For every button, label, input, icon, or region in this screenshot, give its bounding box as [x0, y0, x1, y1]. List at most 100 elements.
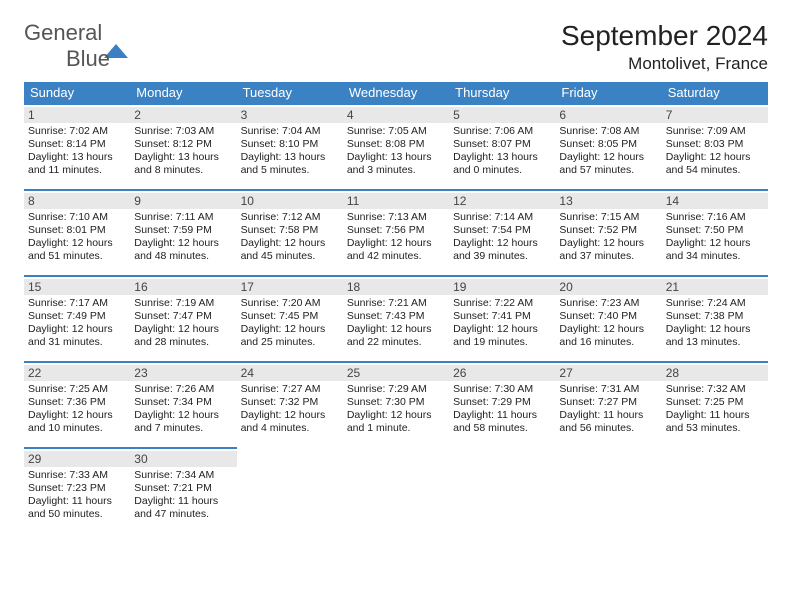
daylight-text: Daylight: 11 hours and 47 minutes. — [134, 495, 232, 521]
day-number: 4 — [343, 107, 449, 123]
sunrise-text: Sunrise: 7:08 AM — [559, 125, 657, 138]
sunrise-text: Sunrise: 7:09 AM — [666, 125, 764, 138]
daylight-text: Daylight: 12 hours and 54 minutes. — [666, 151, 764, 177]
calendar-day-cell: 3Sunrise: 7:04 AMSunset: 8:10 PMDaylight… — [237, 104, 343, 190]
sunrise-text: Sunrise: 7:11 AM — [134, 211, 232, 224]
sunset-text: Sunset: 7:40 PM — [559, 310, 657, 323]
calendar-empty-cell — [449, 448, 555, 534]
day-number: 25 — [343, 365, 449, 381]
sunrise-text: Sunrise: 7:02 AM — [28, 125, 126, 138]
calendar-day-cell: 11Sunrise: 7:13 AMSunset: 7:56 PMDayligh… — [343, 190, 449, 276]
sunset-text: Sunset: 8:14 PM — [28, 138, 126, 151]
sunset-text: Sunset: 7:41 PM — [453, 310, 551, 323]
weekday-header: Sunday — [24, 82, 130, 104]
sunrise-text: Sunrise: 7:15 AM — [559, 211, 657, 224]
daylight-text: Daylight: 11 hours and 56 minutes. — [559, 409, 657, 435]
weekday-header: Monday — [130, 82, 236, 104]
daylight-text: Daylight: 12 hours and 28 minutes. — [134, 323, 232, 349]
daylight-text: Daylight: 12 hours and 51 minutes. — [28, 237, 126, 263]
sunrise-text: Sunrise: 7:25 AM — [28, 383, 126, 396]
daylight-text: Daylight: 12 hours and 25 minutes. — [241, 323, 339, 349]
location: Montolivet, France — [561, 54, 768, 74]
sunset-text: Sunset: 7:27 PM — [559, 396, 657, 409]
calendar-day-cell: 12Sunrise: 7:14 AMSunset: 7:54 PMDayligh… — [449, 190, 555, 276]
sunrise-text: Sunrise: 7:17 AM — [28, 297, 126, 310]
calendar-day-cell: 28Sunrise: 7:32 AMSunset: 7:25 PMDayligh… — [662, 362, 768, 448]
sunset-text: Sunset: 7:38 PM — [666, 310, 764, 323]
sunset-text: Sunset: 8:08 PM — [347, 138, 445, 151]
daylight-text: Daylight: 12 hours and 45 minutes. — [241, 237, 339, 263]
sunset-text: Sunset: 7:58 PM — [241, 224, 339, 237]
day-number: 28 — [662, 365, 768, 381]
day-number: 27 — [555, 365, 661, 381]
sunrise-text: Sunrise: 7:23 AM — [559, 297, 657, 310]
calendar-day-cell: 20Sunrise: 7:23 AMSunset: 7:40 PMDayligh… — [555, 276, 661, 362]
logo: General Blue — [24, 20, 128, 72]
calendar-day-cell: 15Sunrise: 7:17 AMSunset: 7:49 PMDayligh… — [24, 276, 130, 362]
sunrise-text: Sunrise: 7:20 AM — [241, 297, 339, 310]
calendar-day-cell: 6Sunrise: 7:08 AMSunset: 8:05 PMDaylight… — [555, 104, 661, 190]
sunrise-text: Sunrise: 7:22 AM — [453, 297, 551, 310]
day-number: 8 — [24, 193, 130, 209]
calendar-header-row: SundayMondayTuesdayWednesdayThursdayFrid… — [24, 82, 768, 104]
sunrise-text: Sunrise: 7:06 AM — [453, 125, 551, 138]
sunset-text: Sunset: 7:30 PM — [347, 396, 445, 409]
day-number: 13 — [555, 193, 661, 209]
daylight-text: Daylight: 12 hours and 13 minutes. — [666, 323, 764, 349]
daylight-text: Daylight: 13 hours and 11 minutes. — [28, 151, 126, 177]
day-number: 11 — [343, 193, 449, 209]
day-number: 20 — [555, 279, 661, 295]
daylight-text: Daylight: 12 hours and 48 minutes. — [134, 237, 232, 263]
day-number: 9 — [130, 193, 236, 209]
daylight-text: Daylight: 12 hours and 37 minutes. — [559, 237, 657, 263]
daylight-text: Daylight: 12 hours and 1 minute. — [347, 409, 445, 435]
day-number: 12 — [449, 193, 555, 209]
sunset-text: Sunset: 7:47 PM — [134, 310, 232, 323]
day-number: 19 — [449, 279, 555, 295]
sunrise-text: Sunrise: 7:04 AM — [241, 125, 339, 138]
weekday-header: Friday — [555, 82, 661, 104]
calendar-day-cell: 7Sunrise: 7:09 AMSunset: 8:03 PMDaylight… — [662, 104, 768, 190]
calendar-empty-cell — [555, 448, 661, 534]
day-number: 2 — [130, 107, 236, 123]
day-number: 1 — [24, 107, 130, 123]
calendar-empty-cell — [343, 448, 449, 534]
day-number: 26 — [449, 365, 555, 381]
sunrise-text: Sunrise: 7:30 AM — [453, 383, 551, 396]
sunrise-text: Sunrise: 7:33 AM — [28, 469, 126, 482]
month-title: September 2024 — [561, 20, 768, 52]
calendar-day-cell: 13Sunrise: 7:15 AMSunset: 7:52 PMDayligh… — [555, 190, 661, 276]
sunrise-text: Sunrise: 7:10 AM — [28, 211, 126, 224]
calendar-day-cell: 26Sunrise: 7:30 AMSunset: 7:29 PMDayligh… — [449, 362, 555, 448]
calendar-day-cell: 29Sunrise: 7:33 AMSunset: 7:23 PMDayligh… — [24, 448, 130, 534]
sunset-text: Sunset: 7:36 PM — [28, 396, 126, 409]
sunrise-text: Sunrise: 7:34 AM — [134, 469, 232, 482]
daylight-text: Daylight: 13 hours and 8 minutes. — [134, 151, 232, 177]
day-number: 29 — [24, 451, 130, 467]
daylight-text: Daylight: 12 hours and 7 minutes. — [134, 409, 232, 435]
calendar-day-cell: 10Sunrise: 7:12 AMSunset: 7:58 PMDayligh… — [237, 190, 343, 276]
calendar-day-cell: 8Sunrise: 7:10 AMSunset: 8:01 PMDaylight… — [24, 190, 130, 276]
sunrise-text: Sunrise: 7:24 AM — [666, 297, 764, 310]
sunrise-text: Sunrise: 7:14 AM — [453, 211, 551, 224]
calendar-week-row: 22Sunrise: 7:25 AMSunset: 7:36 PMDayligh… — [24, 362, 768, 448]
daylight-text: Daylight: 13 hours and 5 minutes. — [241, 151, 339, 177]
sunset-text: Sunset: 7:23 PM — [28, 482, 126, 495]
day-number: 10 — [237, 193, 343, 209]
day-number: 7 — [662, 107, 768, 123]
sunset-text: Sunset: 7:45 PM — [241, 310, 339, 323]
header: General Blue September 2024 Montolivet, … — [24, 20, 768, 74]
calendar-table: SundayMondayTuesdayWednesdayThursdayFrid… — [24, 82, 768, 534]
calendar-empty-cell — [662, 448, 768, 534]
sunset-text: Sunset: 7:50 PM — [666, 224, 764, 237]
day-number: 18 — [343, 279, 449, 295]
calendar-day-cell: 9Sunrise: 7:11 AMSunset: 7:59 PMDaylight… — [130, 190, 236, 276]
sunrise-text: Sunrise: 7:13 AM — [347, 211, 445, 224]
day-number: 24 — [237, 365, 343, 381]
sunset-text: Sunset: 8:07 PM — [453, 138, 551, 151]
day-number: 16 — [130, 279, 236, 295]
daylight-text: Daylight: 12 hours and 10 minutes. — [28, 409, 126, 435]
daylight-text: Daylight: 12 hours and 4 minutes. — [241, 409, 339, 435]
calendar-day-cell: 27Sunrise: 7:31 AMSunset: 7:27 PMDayligh… — [555, 362, 661, 448]
sunrise-text: Sunrise: 7:05 AM — [347, 125, 445, 138]
